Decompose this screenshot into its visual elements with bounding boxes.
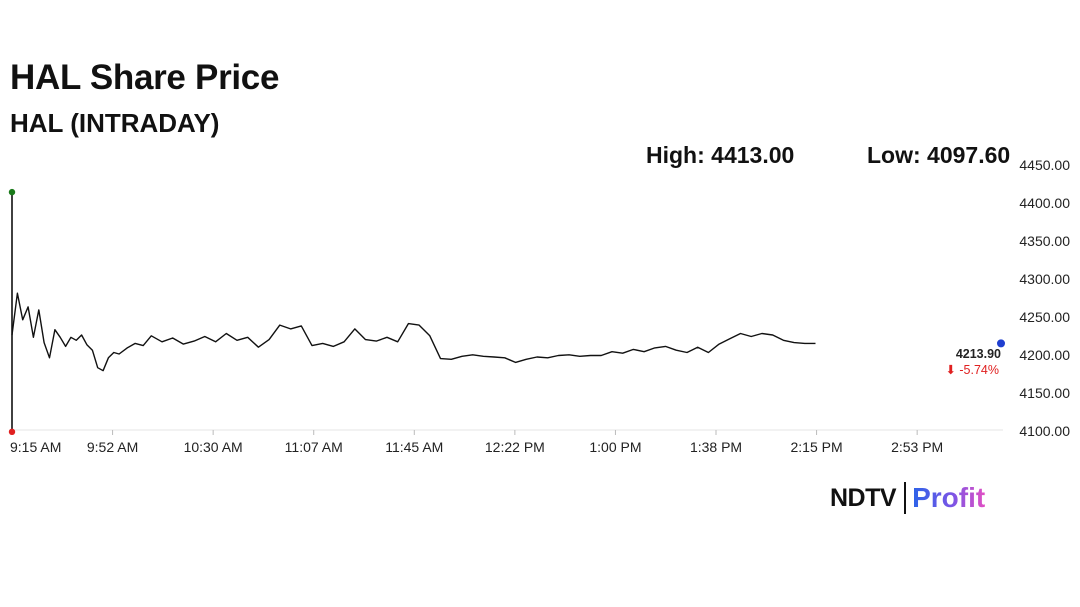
change-label: ⬇ -5.74% [945, 363, 999, 377]
x-tick-label: 1:38 PM [690, 439, 742, 455]
price-series [11, 192, 816, 432]
x-tick-label: 9:52 AM [87, 439, 138, 455]
markers: 4213.90 ⬇ -5.74% [8, 188, 1005, 436]
x-tick-label: 1:00 PM [589, 439, 641, 455]
high-stat: High: 4413.00 [646, 142, 795, 168]
low-marker [8, 428, 16, 436]
last-price-label: 4213.90 [956, 347, 1001, 361]
y-tick-label: 4300.00 [1019, 271, 1070, 287]
x-tick-label: 11:45 AM [385, 439, 443, 455]
y-tick-label: 4250.00 [1019, 309, 1070, 325]
y-axis: 4450.00 4400.00 4350.00 4300.00 4250.00 4200.… [1019, 157, 1070, 439]
y-tick-label: 4200.00 [1019, 347, 1070, 363]
price-line [11, 292, 816, 372]
brand-profit: Profit [912, 482, 986, 513]
chart-title: HAL Share Price [10, 58, 280, 97]
y-tick-label: 4150.00 [1019, 385, 1070, 401]
x-tick-label: 2:15 PM [791, 439, 843, 455]
high-marker [8, 188, 16, 196]
brand-divider [904, 482, 907, 514]
y-tick-label: 4350.00 [1019, 233, 1070, 249]
x-tick-label: 9:15 AM [10, 439, 61, 455]
y-tick-label: 4100.00 [1019, 423, 1070, 439]
last-price-marker [997, 339, 1005, 348]
low-stat: Low: 4097.60 [867, 142, 1011, 168]
y-tick-label: 4400.00 [1019, 195, 1070, 211]
x-tick-label: 10:30 AM [184, 439, 243, 455]
x-tick-label: 12:22 PM [485, 439, 545, 455]
chart-subtitle: HAL (INTRADAY) [10, 108, 220, 138]
x-axis: 9:15 AM 9:52 AM 10:30 AM 11:07 AM 11:45 AM 12… [10, 430, 943, 455]
brand-ndtv: NDTV [830, 483, 897, 512]
x-tick-label: 2:53 PM [891, 439, 943, 455]
x-tick-label: 11:07 AM [285, 439, 343, 455]
y-tick-label: 4450.00 [1019, 157, 1070, 173]
ndtv-profit-logo: NDTV Profit [830, 478, 985, 518]
